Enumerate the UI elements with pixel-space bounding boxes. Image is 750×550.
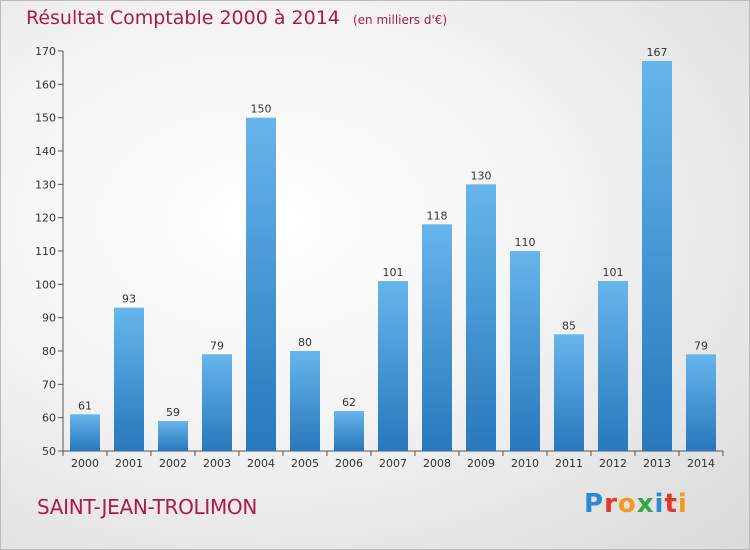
bars: 61 93 59 79 150 80 62 101 118 130 110 85 101 167 79 bbox=[70, 46, 716, 452]
x-tick-label: 2003 bbox=[203, 457, 231, 470]
bar-2012 bbox=[598, 281, 628, 451]
bar-2013 bbox=[642, 61, 672, 451]
bar-value-label: 85 bbox=[562, 319, 576, 332]
x-tick-label: 2010 bbox=[511, 457, 539, 470]
y-tick-label: 140 bbox=[35, 145, 56, 158]
commune-name: SAINT-JEAN-TROLIMON bbox=[37, 495, 258, 519]
title-row: Résultat Comptable 2000 à 2014 (en milli… bbox=[26, 7, 447, 29]
y-tick-label: 90 bbox=[42, 312, 56, 325]
bar-value-label: 59 bbox=[166, 406, 180, 419]
bar-2003 bbox=[202, 354, 232, 451]
y-tick-label: 80 bbox=[42, 345, 56, 358]
bar-2000 bbox=[70, 414, 100, 451]
logo-letter: o bbox=[617, 489, 637, 519]
y-tick-label: 120 bbox=[35, 212, 56, 225]
bar-value-label: 101 bbox=[383, 266, 404, 279]
logo-letter: x bbox=[636, 489, 655, 519]
y-tick-label: 70 bbox=[42, 378, 56, 391]
proxiti-logo: Proxiti bbox=[584, 489, 688, 519]
bar-2014 bbox=[686, 354, 716, 451]
bar-2009 bbox=[466, 184, 496, 452]
bar-value-label: 93 bbox=[122, 293, 136, 306]
x-tick-label: 2005 bbox=[291, 457, 319, 470]
bar-value-label: 150 bbox=[251, 103, 272, 116]
y-tick-label: 130 bbox=[35, 178, 56, 191]
y-tick-label: 160 bbox=[35, 78, 56, 91]
bar-2004 bbox=[246, 117, 276, 452]
x-tick-label: 2004 bbox=[247, 457, 275, 470]
chart-subtitle: (en milliers d'€) bbox=[352, 13, 448, 27]
logo-letter: i bbox=[677, 489, 688, 519]
x-tick-label: 2000 bbox=[71, 457, 99, 470]
y-tick-label: 110 bbox=[35, 245, 56, 258]
y-tick-label: 100 bbox=[35, 278, 56, 291]
y-tick-label: 60 bbox=[42, 412, 56, 425]
y-tick-label: 170 bbox=[35, 45, 56, 58]
x-tick-label: 2013 bbox=[643, 457, 671, 470]
bar-2005 bbox=[290, 351, 320, 451]
x-tick-label: 2006 bbox=[335, 457, 363, 470]
bar-value-label: 79 bbox=[210, 339, 224, 352]
x-tick-label: 2012 bbox=[599, 457, 627, 470]
x-tick-label: 2007 bbox=[379, 457, 407, 470]
logo-letter: P bbox=[584, 489, 605, 519]
bar-2011 bbox=[554, 334, 584, 451]
y-tick-label: 150 bbox=[35, 112, 56, 125]
x-tick-label: 2002 bbox=[159, 457, 187, 470]
bar-value-label: 110 bbox=[515, 236, 536, 249]
y-tick-label: 50 bbox=[42, 445, 56, 458]
bar-2006 bbox=[334, 411, 364, 451]
bar-2001 bbox=[114, 307, 144, 451]
bar-value-label: 167 bbox=[647, 46, 668, 59]
bar-value-label: 79 bbox=[694, 339, 708, 352]
x-tick-label: 2001 bbox=[115, 457, 143, 470]
bar-2010 bbox=[510, 251, 540, 451]
bar-2002 bbox=[158, 421, 188, 451]
bar-2008 bbox=[422, 224, 452, 451]
x-tick-label: 2008 bbox=[423, 457, 451, 470]
x-tick-label: 2011 bbox=[555, 457, 583, 470]
logo-letter: t bbox=[664, 489, 678, 519]
x-tick-label: 2009 bbox=[467, 457, 495, 470]
chart-title: Résultat Comptable 2000 à 2014 bbox=[26, 7, 340, 29]
bar-value-label: 61 bbox=[78, 399, 92, 412]
bar-value-label: 80 bbox=[298, 336, 312, 349]
bar-value-label: 118 bbox=[427, 209, 448, 222]
x-tick-label: 2014 bbox=[687, 457, 715, 470]
bar-value-label: 62 bbox=[342, 396, 356, 409]
bar-value-label: 101 bbox=[603, 266, 624, 279]
bar-2007 bbox=[378, 281, 408, 451]
logo-letter: r bbox=[604, 489, 618, 519]
bar-value-label: 130 bbox=[471, 169, 492, 182]
logo-letter: i bbox=[654, 489, 665, 519]
